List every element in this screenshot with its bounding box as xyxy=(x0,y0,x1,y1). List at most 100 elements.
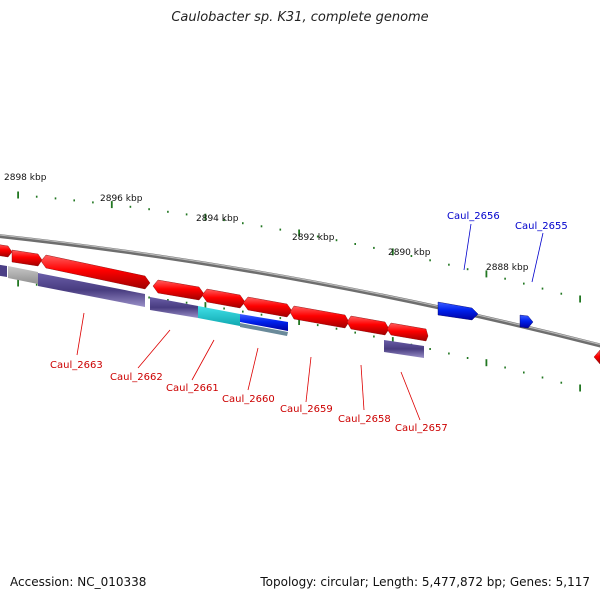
gene-label-caul-2659[interactable]: Caul_2659 xyxy=(280,404,333,415)
gene-arrow[interactable] xyxy=(289,305,350,329)
gene-label-caul-2662[interactable]: Caul_2662 xyxy=(110,372,163,383)
cog-segment xyxy=(384,340,424,358)
minor-tick xyxy=(185,301,188,304)
gene-arrow[interactable] xyxy=(0,244,13,258)
minor-tick xyxy=(354,331,356,334)
minor-tick xyxy=(279,317,282,320)
scale-label-2890: 2890 kbp xyxy=(388,248,431,258)
gene-label-caul-2660[interactable]: Caul_2660 xyxy=(222,394,275,405)
minor-tick xyxy=(148,208,150,211)
minor-tick xyxy=(429,259,431,262)
minor-tick xyxy=(541,376,544,379)
minor-tick xyxy=(504,366,506,369)
minor-tick xyxy=(167,299,169,301)
minor-tick xyxy=(35,195,38,198)
minor-tick xyxy=(373,246,375,249)
map-title: Caulobacter sp. K31, complete genome xyxy=(171,10,429,25)
gene-arrow[interactable] xyxy=(40,254,151,290)
gene-label-caul-2661[interactable]: Caul_2661 xyxy=(166,383,219,394)
cog-segment xyxy=(198,306,240,326)
minor-tick xyxy=(429,348,431,350)
minor-tick xyxy=(560,381,563,384)
major-tick xyxy=(17,279,19,287)
scale-label-2892: 2892 kbp xyxy=(292,233,335,243)
scale-label-2896: 2896 kbp xyxy=(100,194,143,204)
cog-segment xyxy=(240,314,288,331)
minor-tick xyxy=(523,282,525,285)
gene-arrow[interactable] xyxy=(519,314,534,329)
cog-segment xyxy=(38,273,145,307)
minor-tick xyxy=(448,263,450,266)
cog-segment xyxy=(0,264,7,277)
scale-label-2898: 2898 kbp xyxy=(4,173,47,183)
gene-label-caul-2656[interactable]: Caul_2656 xyxy=(447,211,500,222)
cog-segment xyxy=(8,266,38,284)
minor-tick xyxy=(466,268,469,271)
minor-tick xyxy=(35,283,38,286)
minor-tick xyxy=(466,357,469,359)
cog-segment xyxy=(240,323,288,336)
minor-tick xyxy=(354,243,356,245)
minor-tick xyxy=(242,222,244,225)
genome-summary-text: Topology: circular; Length: 5,477,872 bp… xyxy=(260,575,590,589)
major-tick xyxy=(110,201,113,209)
minor-tick xyxy=(129,205,132,208)
minor-tick xyxy=(316,324,319,327)
gene-arrow[interactable] xyxy=(437,301,479,321)
major-tick xyxy=(204,213,207,221)
gene-arrow[interactable] xyxy=(11,249,43,267)
minor-tick xyxy=(260,225,263,228)
gene-labels: Caul_2663 Caul_2662 Caul_2661 Caul_2660 … xyxy=(50,211,568,434)
gene-arrow[interactable] xyxy=(386,322,429,342)
minor-tick xyxy=(54,197,57,200)
minor-tick xyxy=(167,210,169,213)
gene-arrow[interactable] xyxy=(346,315,390,336)
reverse-genes xyxy=(437,301,534,329)
major-tick xyxy=(485,270,488,278)
minor-tick xyxy=(410,255,413,257)
minor-tick xyxy=(185,213,188,216)
minor-tick xyxy=(335,239,338,242)
outer-scale-ticks xyxy=(17,191,581,303)
minor-tick xyxy=(560,292,563,295)
minor-tick xyxy=(504,277,506,280)
minor-tick xyxy=(92,201,94,204)
scale-label-2894: 2894 kbp xyxy=(196,214,239,224)
gene-label-caul-2655[interactable]: Caul_2655 xyxy=(515,221,568,232)
gene-arrow[interactable] xyxy=(242,296,293,318)
major-tick xyxy=(579,295,581,303)
minor-tick xyxy=(223,307,225,310)
scale-label-2888: 2888 kbp xyxy=(486,263,529,273)
minor-tick xyxy=(335,327,338,330)
cog-band xyxy=(0,264,424,358)
minor-tick xyxy=(260,313,263,316)
gene-arrow[interactable] xyxy=(201,288,246,309)
major-tick xyxy=(204,302,207,310)
minor-tick xyxy=(541,287,544,290)
minor-tick xyxy=(242,310,244,313)
minor-tick xyxy=(73,199,75,202)
gene-arrow[interactable] xyxy=(152,279,205,301)
minor-tick xyxy=(148,296,150,299)
minor-tick xyxy=(373,335,375,338)
forward-genes xyxy=(0,244,600,365)
major-tick xyxy=(391,248,394,256)
major-tick xyxy=(17,191,19,199)
minor-tick xyxy=(316,235,319,238)
major-tick xyxy=(579,384,581,392)
cog-segment xyxy=(150,297,198,318)
minor-tick xyxy=(523,371,525,374)
gene-label-caul-2663[interactable]: Caul_2663 xyxy=(50,360,103,371)
gene-arrow[interactable] xyxy=(593,349,600,365)
major-tick xyxy=(298,318,300,325)
gene-label-caul-2657[interactable]: Caul_2657 xyxy=(395,423,448,434)
gene-label-caul-2658[interactable]: Caul_2658 xyxy=(338,414,391,425)
major-tick xyxy=(391,337,394,345)
major-tick xyxy=(298,229,300,237)
accession-text: Accession: NC_010338 xyxy=(10,575,147,589)
minor-tick xyxy=(223,219,225,222)
minor-tick xyxy=(448,352,450,355)
minor-tick xyxy=(279,228,282,231)
major-tick xyxy=(485,359,488,367)
